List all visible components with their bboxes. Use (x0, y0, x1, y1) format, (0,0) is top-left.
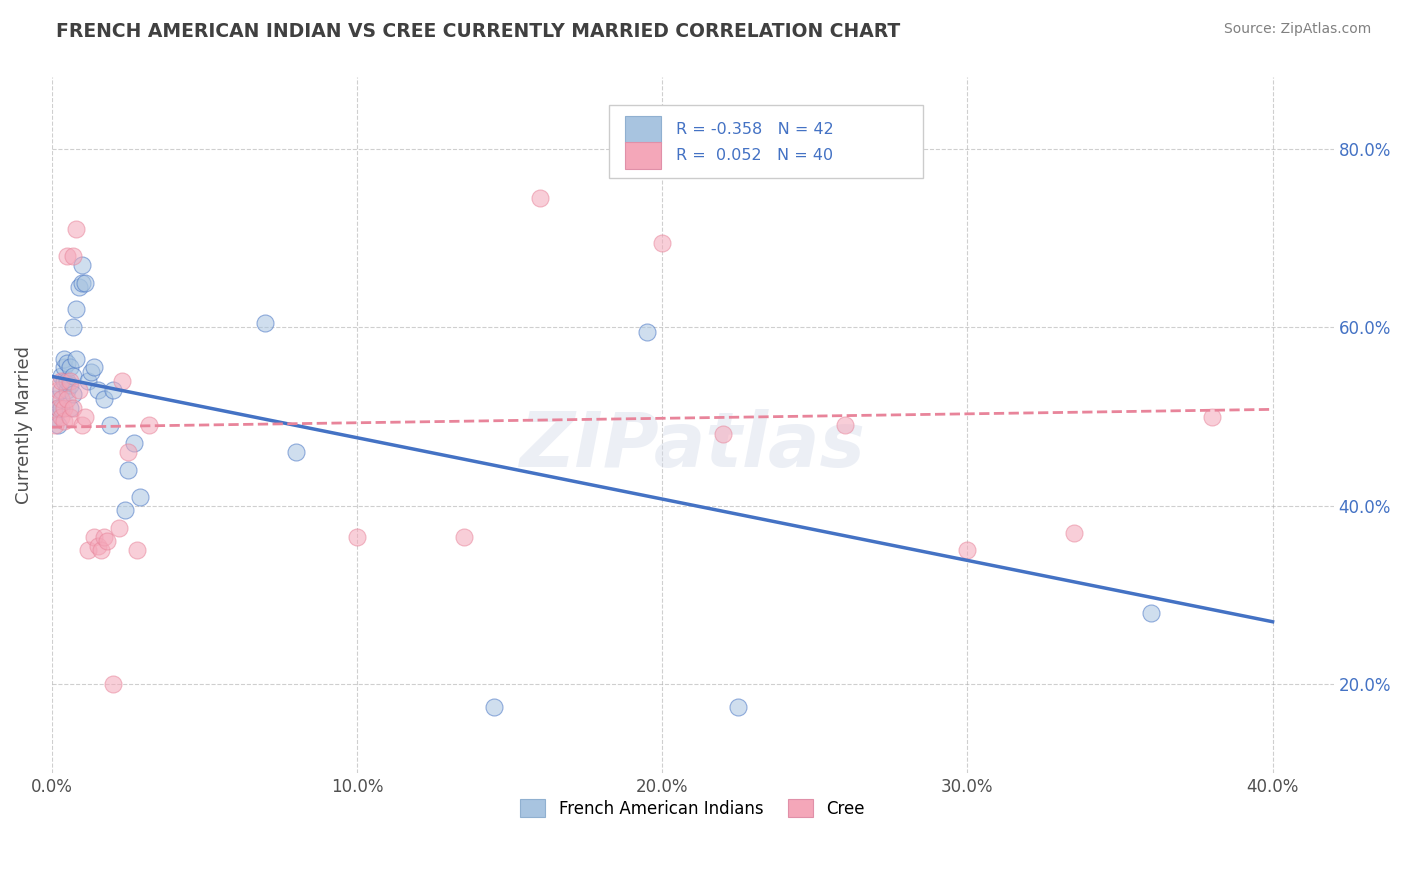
Point (77, 543, 100, 558)
Point (83, 530, 105, 544)
Point (56, 392, 79, 406)
Point (114, 503, 136, 517)
Point (101, 677, 124, 691)
Point (127, 543, 149, 558)
Point (59, 378, 82, 392)
Legend: French American Indians, Cree: French American Indians, Cree (513, 793, 872, 824)
Point (72, 418, 94, 433)
Point (46, 418, 69, 433)
Point (62, 249, 84, 263)
Point (117, 463, 139, 477)
Point (93, 392, 115, 406)
Point (59, 409, 82, 424)
Point (49, 401, 72, 415)
Point (62, 369, 84, 384)
Point (49, 383, 72, 397)
Point (65, 302, 87, 317)
Bar (624, 117, 661, 143)
Point (56, 374, 79, 388)
Point (346, 530, 368, 544)
Point (956, 543, 979, 558)
Point (117, 445, 139, 459)
Point (59, 401, 82, 415)
Point (56, 383, 79, 397)
Point (44, 418, 66, 433)
Point (67, 383, 90, 397)
Point (711, 427, 734, 442)
Point (80, 365, 103, 379)
Bar (624, 142, 661, 169)
Point (1139, 606, 1161, 620)
Point (65, 222, 87, 236)
Point (49, 392, 72, 406)
Point (122, 436, 145, 450)
Text: Source: ZipAtlas.com: Source: ZipAtlas.com (1223, 22, 1371, 37)
Point (77, 374, 100, 388)
Point (83, 360, 105, 375)
Point (46, 401, 69, 415)
Text: R =  0.052   N = 40: R = 0.052 N = 40 (676, 148, 834, 163)
Point (111, 374, 134, 388)
Point (90, 543, 112, 558)
Point (46, 401, 69, 415)
Point (49, 409, 72, 424)
Point (1063, 525, 1085, 540)
Point (52, 351, 75, 366)
Point (727, 699, 749, 714)
Point (529, 191, 551, 205)
Point (484, 699, 506, 714)
Point (138, 418, 160, 433)
Point (52, 360, 75, 375)
Point (56, 249, 79, 263)
Point (254, 316, 277, 330)
Point (101, 383, 124, 397)
Point (86, 539, 108, 553)
Text: ZIPatlas: ZIPatlas (520, 409, 866, 483)
Point (636, 325, 658, 339)
Point (46, 383, 69, 397)
Point (65, 351, 87, 366)
Point (49, 374, 72, 388)
Point (96, 534, 118, 549)
Point (52, 401, 75, 415)
Point (72, 258, 94, 272)
Point (1201, 409, 1223, 424)
Point (59, 374, 82, 388)
Point (67, 280, 90, 294)
Point (108, 521, 131, 535)
Point (453, 530, 475, 544)
Point (651, 235, 673, 250)
Point (75, 409, 97, 424)
Point (62, 320, 84, 334)
Text: R = -0.358   N = 42: R = -0.358 N = 42 (676, 122, 834, 137)
Point (72, 276, 94, 290)
Y-axis label: Currently Married: Currently Married (15, 346, 32, 505)
Bar (609, 105, 924, 178)
Point (44, 409, 66, 424)
Text: FRENCH AMERICAN INDIAN VS CREE CURRENTLY MARRIED CORRELATION CHART: FRENCH AMERICAN INDIAN VS CREE CURRENTLY… (56, 22, 900, 41)
Point (62, 387, 84, 401)
Point (56, 356, 79, 370)
Point (834, 418, 856, 433)
Point (98, 418, 121, 433)
Point (49, 369, 72, 384)
Point (52, 374, 75, 388)
Point (44, 392, 66, 406)
Point (59, 360, 82, 375)
Point (86, 383, 108, 397)
Point (284, 445, 307, 459)
Point (93, 530, 115, 544)
Point (129, 490, 152, 504)
Point (75, 276, 97, 290)
Point (52, 414, 75, 428)
Point (62, 401, 84, 415)
